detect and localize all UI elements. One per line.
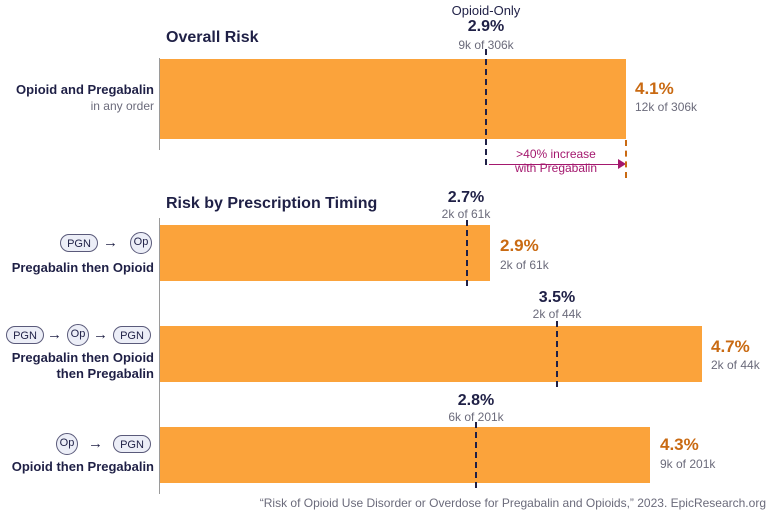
overall-title: Overall Risk [166, 29, 259, 46]
row3-bar [160, 427, 650, 483]
row3-count-label: 9k of 201k [660, 457, 716, 471]
pgn-pill: PGN [6, 326, 44, 344]
overall-count-label: 12k of 306k [635, 100, 698, 114]
row2-ref-count: 2k of 44k [532, 307, 582, 321]
row1-value-label: 2.9% [500, 236, 539, 255]
arrow-icon: → [88, 435, 103, 452]
arrow-icon: → [47, 326, 62, 343]
row2-value-label: 4.7% [711, 337, 750, 356]
overall-ref-label: Opioid-Only [451, 3, 521, 18]
increase-note: >40% increase with Pregabalin [496, 147, 616, 175]
row1-ref-pct: 2.7% [447, 189, 485, 206]
overall-row-label-line2: in any order [90, 99, 154, 113]
row2-bar [160, 326, 702, 382]
increase-note-line2: with Pregabalin [514, 161, 598, 175]
overall-axis [159, 58, 160, 150]
overall-ref-line [485, 49, 487, 165]
row2-label-line2: then Pregabalin [56, 366, 154, 381]
overall-row-label: Opioid and Pregabalin in any order [16, 82, 154, 114]
row1-label-line1: Pregabalin then Opioid [11, 260, 154, 275]
row2-label: Pregabalin then Opioid then Pregabalin [12, 350, 154, 382]
source-citation: “Risk of Opioid Use Disorder or Overdose… [259, 496, 766, 510]
row3-label: Opioid then Pregabalin [12, 459, 154, 475]
op-pill: Op [130, 232, 152, 254]
row1-ref-line [466, 220, 468, 286]
pgn-pill: PGN [113, 435, 151, 453]
increase-bracket-arrowhead [618, 159, 626, 169]
row3-ref-line [475, 422, 477, 488]
arrow-icon: → [103, 234, 118, 251]
row2-label-line1: Pregabalin then Opioid [11, 350, 154, 365]
row3-ref-count: 6k of 201k [448, 410, 504, 424]
row1-count-label: 2k of 61k [500, 258, 549, 272]
row3-label-line1: Opioid then Pregabalin [11, 459, 154, 474]
row2-ref-pct: 3.5% [538, 289, 576, 306]
pgn-pill: PGN [60, 234, 98, 252]
overall-bar [160, 59, 626, 139]
arrow-icon: → [93, 326, 108, 343]
op-pill: Op [67, 324, 89, 346]
row3-value-label: 4.3% [660, 435, 699, 454]
timing-axis [159, 218, 160, 494]
overall-row-label-line1: Opioid and Pregabalin [16, 82, 154, 97]
increase-bracket-line [489, 164, 623, 165]
row2-count-label: 2k of 44k [711, 358, 760, 372]
pgn-pill: PGN [113, 326, 151, 344]
row1-bar [160, 225, 490, 281]
row1-label: Pregabalin then Opioid [12, 260, 154, 276]
row2-ref-line [556, 321, 558, 387]
increase-note-line1: >40% increase [516, 147, 596, 161]
row3-ref-pct: 2.8% [457, 392, 495, 409]
overall-value-label: 4.1% [635, 79, 674, 98]
timing-title: Risk by Prescription Timing [166, 195, 378, 212]
overall-ref-pct: 2.9% [467, 18, 505, 35]
increase-bracket-end [625, 140, 627, 178]
row1-ref-count: 2k of 61k [441, 207, 491, 221]
overall-ref-count: 9k of 306k [458, 38, 514, 52]
op-pill: Op [56, 433, 78, 455]
